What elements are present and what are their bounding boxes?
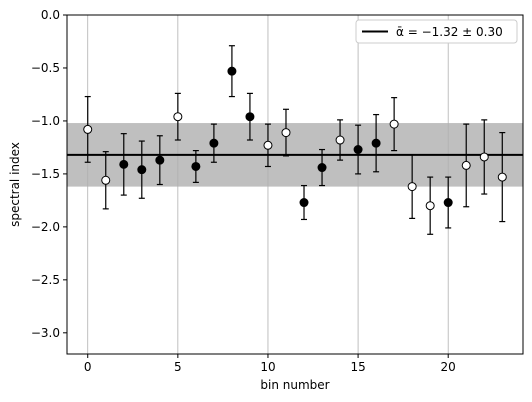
data-point-15	[353, 145, 363, 155]
data-point-8	[227, 66, 237, 76]
data-point-12	[299, 198, 309, 208]
y-tick-label-0: 0.0	[41, 8, 60, 22]
y-tick-label-5: −2.5	[31, 273, 60, 287]
data-point-11	[281, 128, 291, 138]
legend-box	[355, 19, 518, 44]
data-point-23	[497, 172, 507, 182]
data-point-21	[461, 160, 471, 170]
x-tick-label-4: 20	[441, 360, 456, 374]
data-point-13	[317, 163, 327, 173]
x-tick-label-0: 0	[84, 360, 92, 374]
data-point-6	[191, 161, 201, 171]
data-point-5	[173, 112, 183, 122]
data-point-4	[155, 155, 165, 165]
data-point-9	[245, 112, 255, 122]
data-point-18	[407, 182, 417, 192]
x-tick-label-2: 10	[260, 360, 275, 374]
legend-label: ᾱ = −1.32 ± 0.30	[396, 25, 503, 39]
y-tick-label-3: −1.5	[31, 167, 60, 181]
y-tick-label-6: −3.0	[31, 326, 60, 340]
y-tick-label-2: −1.0	[31, 114, 60, 128]
data-point-22	[479, 152, 489, 162]
axes-frame	[66, 14, 524, 355]
data-point-14	[335, 135, 345, 145]
x-tick-label-1: 5	[174, 360, 182, 374]
data-point-17	[389, 119, 399, 129]
y-tick-label-4: −2.0	[31, 220, 60, 234]
plot-area: 0 5 10 15 20 0.0 −0.5 −1.0 −1.5 −2.0 −2.5 −3.0 ᾱ = …	[31, 8, 524, 374]
data-point-10	[263, 140, 273, 150]
data-point-7	[209, 138, 219, 148]
plot-content	[67, 15, 523, 354]
legend: ᾱ = −1.32 ± 0.30	[355, 19, 518, 44]
data-point-2	[119, 159, 129, 169]
data-point-19	[425, 201, 435, 211]
x-tick-label-3: 15	[350, 360, 365, 374]
data-point-16	[371, 138, 381, 148]
y-axis-label: spectral index	[8, 142, 22, 227]
data-point-20	[443, 198, 453, 208]
data-point-0	[83, 124, 93, 134]
x-axis-label: bin number	[260, 378, 329, 392]
data-point-1	[101, 175, 111, 185]
y-tick-label-1: −0.5	[31, 61, 60, 75]
data-point-3	[137, 165, 147, 175]
